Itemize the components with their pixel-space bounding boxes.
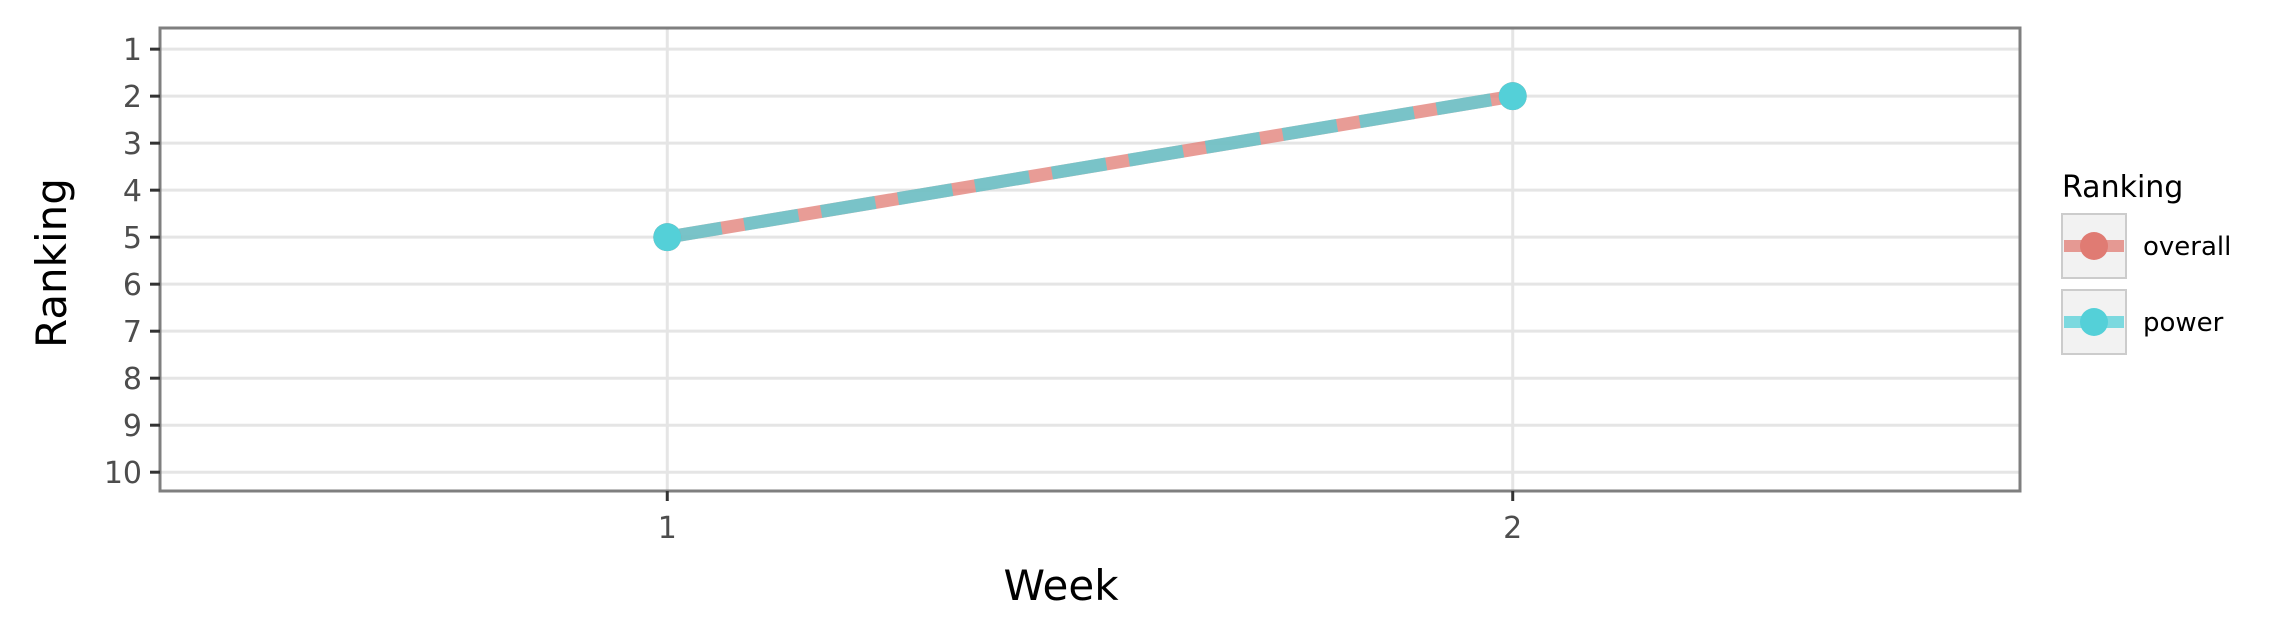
legend-items: overall power <box>2061 213 2231 355</box>
y-tick-label: 10 <box>104 456 142 491</box>
axis-layer: 1 2 3 4 5 6 7 8 9 10 1 2 <box>104 33 1522 546</box>
plot-border <box>158 26 2022 493</box>
data-point-power <box>1498 82 1527 111</box>
legend-marker-overall <box>2080 232 2108 260</box>
y-tick-label: 7 <box>123 315 142 350</box>
legend: Ranking overall power <box>2061 170 2231 355</box>
y-tick-label: 4 <box>123 174 142 209</box>
y-axis-title: Ranking <box>27 178 76 348</box>
y-tick-label: 1 <box>123 33 142 68</box>
y-tick-label: 2 <box>123 80 142 115</box>
x-tick-label: 1 <box>658 511 677 546</box>
x-tick-label: 2 <box>1503 511 1522 546</box>
legend-marker-power <box>2080 308 2108 336</box>
legend-title: Ranking <box>2062 170 2183 205</box>
x-axis-title: Week <box>1003 561 1119 610</box>
series-line-power <box>666 89 1514 244</box>
y-tick-label: 5 <box>123 221 142 256</box>
legend-label-overall: overall <box>2143 232 2231 262</box>
data-point-power <box>653 223 682 252</box>
legend-label-power: power <box>2143 308 2224 338</box>
series-layer <box>653 82 1527 252</box>
grid-layer <box>160 28 2020 491</box>
y-tick-label: 6 <box>123 268 142 303</box>
y-tick-label: 8 <box>123 362 142 397</box>
y-tick-label: 9 <box>123 409 142 444</box>
y-tick-label: 3 <box>123 127 142 162</box>
